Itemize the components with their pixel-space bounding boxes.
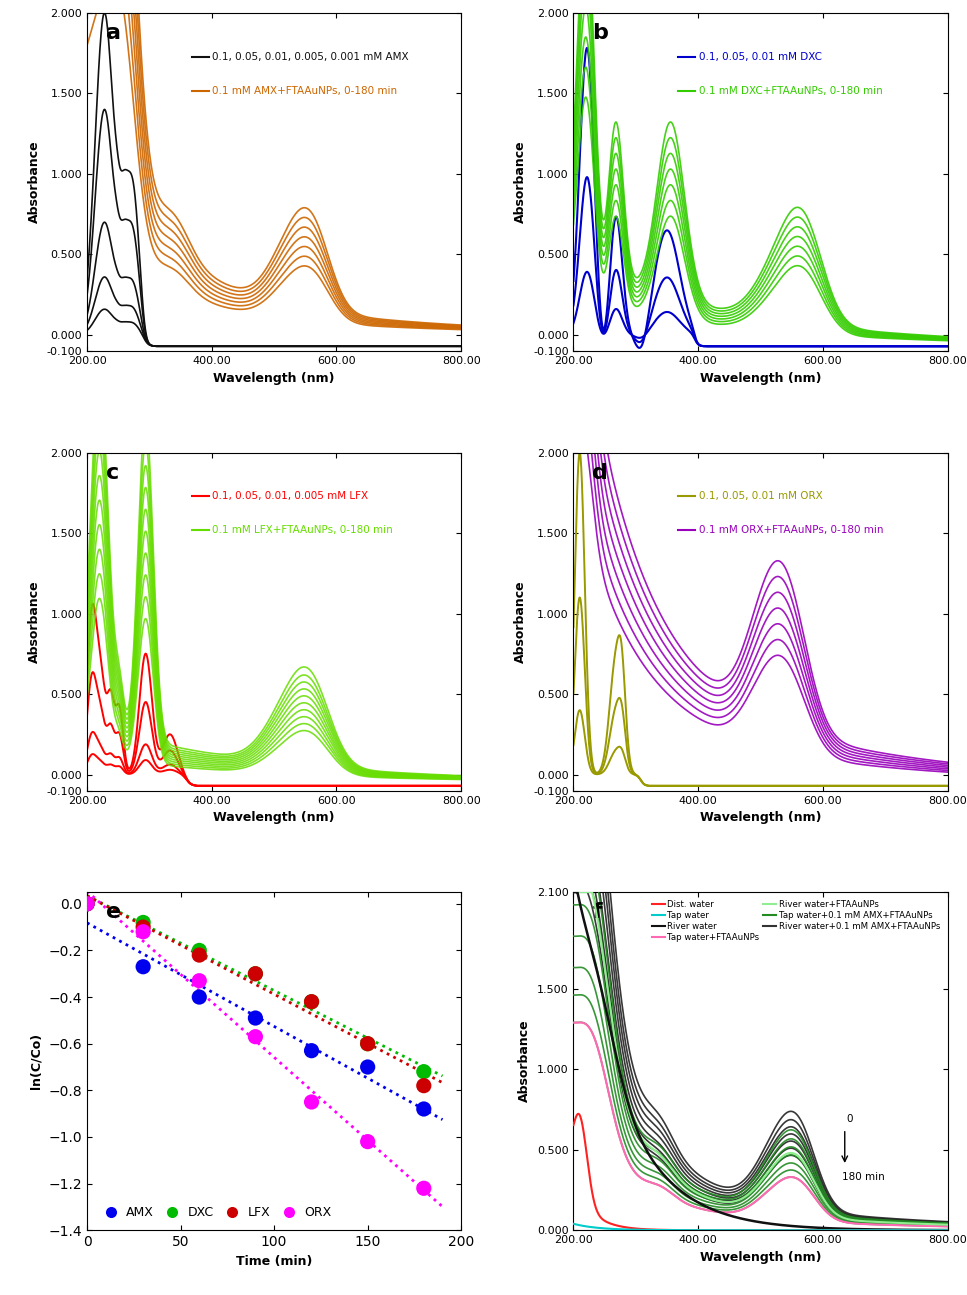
Point (135, 917, 151, 938)
Point (304, 992, 319, 1013)
Point (79, 894, 95, 914)
Y-axis label: Absorbance: Absorbance (518, 1020, 531, 1102)
Point (248, 1008, 263, 1028)
Text: d: d (592, 462, 608, 483)
Point (191, 970, 207, 991)
Text: 0.1 mM AMX+FTAAuNPs, 0-180 min: 0.1 mM AMX+FTAAuNPs, 0-180 min (213, 85, 397, 96)
Point (79, 894, 95, 914)
X-axis label: Wavelength (nm): Wavelength (nm) (214, 372, 335, 385)
X-axis label: Time (min): Time (min) (236, 1255, 312, 1268)
Legend: AMX, DXC, LFX, ORX: AMX, DXC, LFX, ORX (93, 1200, 336, 1224)
Y-axis label: Absorbance: Absorbance (514, 580, 527, 663)
Point (135, 957, 151, 978)
Text: 0.1 mM DXC+FTAAuNPs, 0-180 min: 0.1 mM DXC+FTAAuNPs, 0-180 min (699, 85, 883, 96)
Point (248, 963, 263, 984)
Text: a: a (105, 23, 121, 43)
Point (304, 1040, 319, 1061)
Text: f: f (592, 903, 601, 922)
Point (79, 894, 95, 914)
Y-axis label: Absorbance: Absorbance (28, 580, 41, 663)
Point (360, 1057, 375, 1077)
X-axis label: Wavelength (nm): Wavelength (nm) (700, 372, 821, 385)
X-axis label: Wavelength (nm): Wavelength (nm) (700, 811, 821, 824)
Text: 180 min: 180 min (841, 1172, 885, 1182)
Text: 0: 0 (847, 1114, 853, 1124)
Point (416, 1075, 431, 1096)
Point (416, 1098, 431, 1119)
Point (191, 987, 207, 1008)
Point (191, 945, 207, 966)
Y-axis label: Absorbance: Absorbance (28, 141, 41, 223)
Point (360, 1033, 375, 1054)
Text: 0.1, 0.05, 0.01 mM ORX: 0.1, 0.05, 0.01 mM ORX (699, 492, 823, 501)
Text: 0.1 mM LFX+FTAAuNPs, 0-180 min: 0.1 mM LFX+FTAAuNPs, 0-180 min (213, 526, 394, 535)
Point (79, 894, 95, 914)
Point (360, 1132, 375, 1153)
Point (360, 1033, 375, 1054)
Point (135, 922, 151, 943)
Y-axis label: Absorbance: Absorbance (514, 141, 527, 223)
Text: 0.1, 0.05, 0.01, 0.005 mM LFX: 0.1, 0.05, 0.01, 0.005 mM LFX (213, 492, 368, 501)
Point (248, 963, 263, 984)
Y-axis label: ln(C/Co): ln(C/Co) (30, 1033, 43, 1089)
Text: 0.1 mM ORX+FTAAuNPs, 0-180 min: 0.1 mM ORX+FTAAuNPs, 0-180 min (699, 526, 883, 535)
Point (191, 940, 207, 961)
Text: 0.1, 0.05, 0.01, 0.005, 0.001 mM AMX: 0.1, 0.05, 0.01, 0.005, 0.001 mM AMX (213, 52, 409, 62)
Text: e: e (105, 903, 121, 922)
Legend: Dist. water, Tap water, River water, Tap water+FTAAuNPs, River water+FTAAuNPs, T: Dist. water, Tap water, River water, Tap… (649, 896, 944, 945)
Point (416, 1178, 431, 1199)
X-axis label: Wavelength (nm): Wavelength (nm) (214, 811, 335, 824)
Point (135, 912, 151, 932)
Text: b: b (592, 23, 608, 43)
Point (248, 1027, 263, 1048)
Text: 0.1, 0.05, 0.01 mM DXC: 0.1, 0.05, 0.01 mM DXC (699, 52, 822, 62)
X-axis label: Wavelength (nm): Wavelength (nm) (700, 1251, 821, 1264)
Point (304, 992, 319, 1013)
Point (416, 1062, 431, 1083)
Text: c: c (105, 462, 119, 483)
Point (304, 1092, 319, 1112)
